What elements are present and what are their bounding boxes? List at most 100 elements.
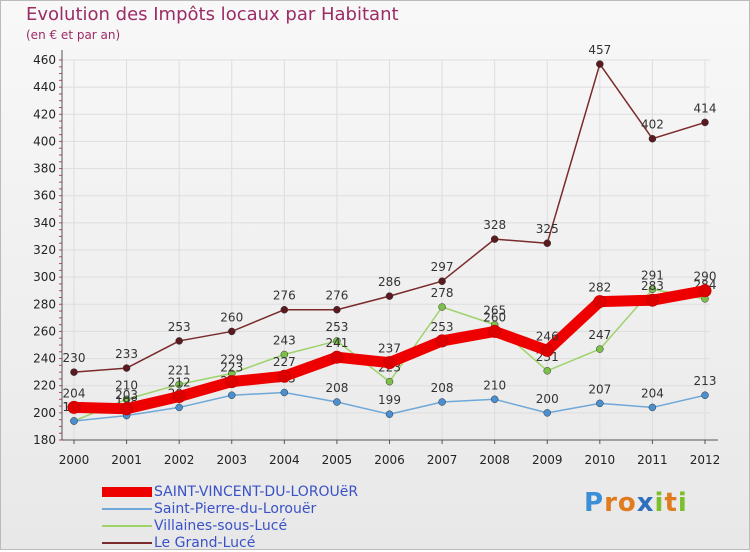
data-label: 253	[168, 320, 191, 334]
data-point	[435, 334, 449, 348]
x-tick-label: 2011	[637, 453, 668, 467]
data-point	[543, 367, 551, 375]
chart-subtitle: (en € et par an)	[26, 28, 121, 42]
data-label: 210	[115, 378, 138, 392]
data-point	[645, 293, 659, 307]
x-tick-label: 2006	[374, 453, 405, 467]
data-point	[280, 350, 289, 359]
logo-letter: t	[664, 488, 678, 518]
data-point	[333, 337, 341, 345]
data-point	[172, 390, 186, 404]
y-tick-label: 300	[33, 270, 56, 284]
data-point	[648, 285, 657, 294]
data-point	[280, 388, 289, 397]
y-tick-label: 260	[33, 324, 56, 338]
data-label: 291	[641, 268, 664, 282]
x-tick-label: 2004	[269, 453, 300, 467]
data-point	[277, 369, 291, 383]
data-point	[698, 284, 712, 298]
legend-swatch	[102, 525, 152, 527]
data-point	[175, 380, 183, 389]
data-point	[438, 398, 446, 406]
data-label: 402	[641, 118, 664, 132]
x-tick-label: 2010	[585, 453, 616, 467]
data-point	[120, 402, 134, 416]
data-label: 414	[694, 101, 717, 115]
y-tick-label: 420	[33, 107, 56, 121]
legend-swatch	[102, 508, 152, 510]
y-tick-label: 440	[33, 80, 56, 94]
data-label: 213	[694, 374, 717, 388]
data-point	[385, 377, 394, 386]
data-label: 297	[431, 260, 454, 274]
data-label: 260	[220, 310, 243, 324]
data-point	[175, 337, 183, 345]
x-tick-label: 2001	[111, 453, 142, 467]
data-label: 282	[588, 281, 611, 295]
y-tick-label: 340	[33, 216, 56, 230]
data-point	[67, 400, 81, 414]
y-tick-label: 380	[33, 162, 56, 176]
legend-label: SAINT-VINCENT-DU-LOROUëR	[154, 484, 359, 500]
x-tick-label: 2002	[164, 453, 195, 467]
legend-item: Saint-Pierre-du-Lorouër	[102, 501, 402, 518]
x-tick-label: 2007	[427, 453, 458, 467]
data-label: 212	[168, 376, 191, 390]
x-tick-label: 2005	[322, 453, 353, 467]
y-tick-label: 400	[33, 134, 56, 148]
data-point	[543, 239, 551, 247]
data-point	[490, 395, 499, 404]
data-label: 286	[378, 275, 401, 289]
data-label: 208	[431, 381, 454, 395]
data-label: 204	[63, 386, 86, 400]
legend-swatch	[102, 487, 152, 497]
logo-letter: x	[636, 488, 655, 518]
data-point	[438, 277, 446, 285]
data-label: 243	[273, 334, 296, 348]
y-tick-label: 320	[33, 243, 56, 257]
data-point	[596, 60, 604, 68]
data-label: 253	[431, 320, 454, 334]
x-tick-label: 2012	[690, 453, 721, 467]
y-tick-label: 200	[33, 406, 56, 420]
logo-letter: i	[654, 488, 665, 518]
data-label: 241	[325, 336, 348, 350]
data-label: 200	[536, 392, 559, 406]
y-tick-label: 240	[33, 352, 56, 366]
x-tick-label: 2009	[532, 453, 563, 467]
x-tick-label: 2003	[216, 453, 247, 467]
data-point	[385, 410, 394, 418]
data-label: 204	[641, 386, 664, 400]
data-point	[438, 303, 446, 311]
logo-letter: i	[677, 488, 688, 518]
data-point	[122, 364, 131, 372]
data-point	[228, 327, 236, 336]
data-label: 457	[588, 43, 611, 57]
data-point	[280, 305, 289, 314]
data-label: 290	[694, 270, 717, 284]
data-label: 229	[220, 353, 243, 367]
y-tick-label: 360	[33, 189, 56, 203]
data-point	[70, 368, 78, 376]
data-point	[383, 356, 396, 370]
y-tick-label: 220	[33, 379, 56, 393]
data-label: 265	[483, 304, 506, 318]
y-tick-label: 460	[33, 53, 56, 67]
data-point	[648, 134, 657, 143]
logo-letter: o	[617, 488, 637, 518]
data-label: 283	[641, 279, 664, 293]
data-point	[543, 409, 551, 417]
data-point	[648, 403, 657, 412]
data-label: 233	[115, 347, 138, 361]
data-label: 276	[325, 289, 348, 303]
data-point	[540, 343, 554, 357]
data-label: 199	[378, 393, 401, 407]
data-label: 253	[325, 320, 348, 334]
data-label: 247	[588, 328, 611, 342]
data-label: 276	[273, 289, 296, 303]
logo-letter: r	[604, 488, 618, 518]
data-point	[593, 295, 607, 309]
data-point	[330, 350, 344, 364]
